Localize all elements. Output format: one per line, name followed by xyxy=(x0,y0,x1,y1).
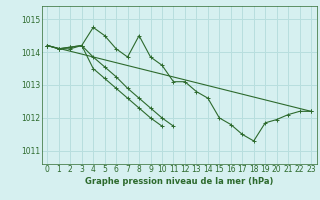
X-axis label: Graphe pression niveau de la mer (hPa): Graphe pression niveau de la mer (hPa) xyxy=(85,177,273,186)
